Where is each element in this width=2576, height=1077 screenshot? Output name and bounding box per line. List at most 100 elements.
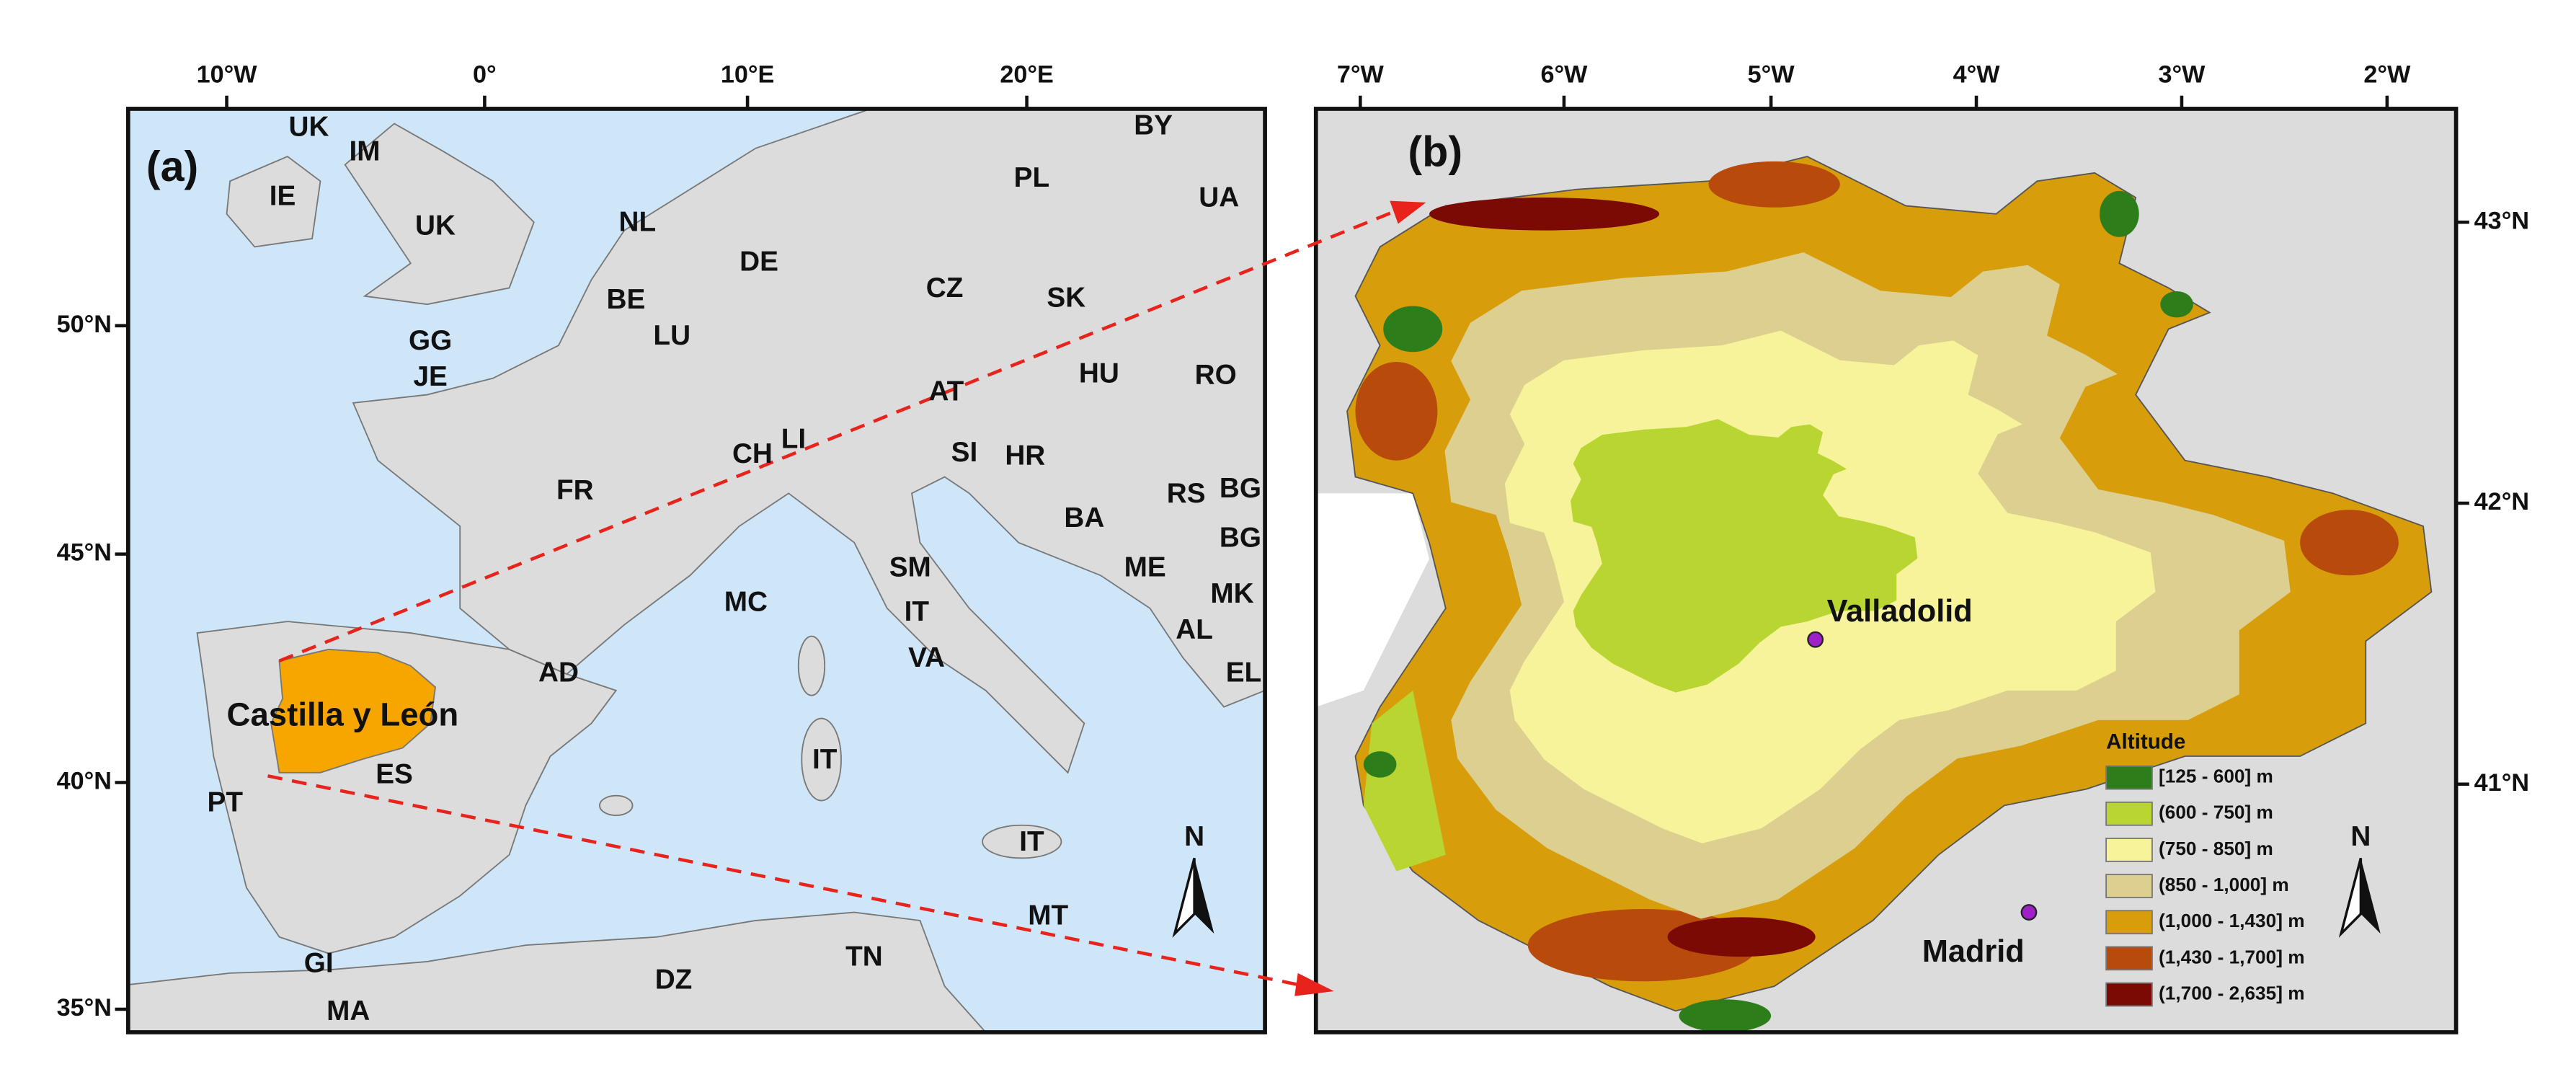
y-tick-label: 43°N	[2474, 207, 2529, 234]
country-code: IT	[812, 744, 838, 775]
country-code: ES	[376, 759, 413, 790]
region-label: Castilla y León	[227, 696, 459, 732]
legend-swatch	[2105, 910, 2153, 935]
country-code: RS	[1167, 478, 1206, 509]
country-code: CZ	[926, 272, 964, 303]
elevation-zone	[2160, 291, 2193, 318]
country-code: BY	[1134, 110, 1173, 141]
country-code: HR	[1005, 440, 1045, 471]
country-code: AL	[1176, 614, 1213, 645]
country-code: IM	[349, 136, 380, 167]
y-tick-label: 45°N	[57, 539, 112, 567]
country-code: MA	[327, 996, 370, 1027]
legend-swatch	[2105, 765, 2153, 790]
country-code: HU	[1079, 358, 1119, 389]
x-tick-label: 0°	[473, 61, 497, 88]
country-code: ME	[1124, 551, 1166, 582]
country-code: IT	[1019, 826, 1044, 857]
country-code: MT	[1028, 900, 1068, 931]
country-code: BG	[1220, 522, 1261, 553]
x-tick-label: 10°W	[197, 61, 258, 88]
country-code: PT	[208, 786, 244, 817]
country-code: GI	[304, 948, 334, 979]
legend-title: Altitude	[2106, 730, 2185, 754]
x-tick-label: 20°E	[1000, 61, 1054, 88]
relief	[1346, 156, 2433, 1032]
x-tick-label: 5°W	[1748, 61, 1795, 88]
country-code: BG	[1220, 473, 1261, 504]
y-tick-label: 42°N	[2474, 488, 2529, 515]
country-code: UA	[1199, 182, 1239, 213]
legend-label: (1,700 - 2,635] m	[2159, 982, 2304, 1003]
y-tick-label: 50°N	[57, 311, 112, 338]
frame-b	[1313, 107, 2459, 1034]
panel-label: (a)	[146, 142, 198, 190]
legend-label: [125 - 600] m	[2159, 766, 2273, 787]
elevation-zone	[1708, 161, 1840, 208]
frame-a	[125, 107, 1267, 1034]
country-code: LI	[781, 424, 806, 455]
city-label: Valladolid	[1827, 594, 1973, 629]
country-code: SM	[889, 551, 931, 582]
country-code: MK	[1210, 578, 1253, 609]
country-code: PL	[1014, 162, 1050, 193]
elevation-zone	[1571, 419, 1918, 693]
country-code: NL	[619, 207, 657, 238]
legend-swatch	[2105, 874, 2153, 898]
legend-swatch	[2105, 838, 2153, 862]
country-code: JE	[413, 361, 447, 392]
elevation-zone	[1355, 361, 1438, 461]
city-dot	[1807, 631, 1824, 648]
x-tick-label: 10°E	[721, 61, 775, 88]
legend-swatch	[2105, 801, 2153, 826]
x-tick-label: 6°W	[1540, 61, 1588, 88]
elevation-zone	[1429, 198, 1660, 231]
city-label: Madrid	[1922, 934, 2025, 969]
country-code: SK	[1047, 283, 1085, 314]
legend-swatch	[2105, 982, 2153, 1007]
legend-label: (850 - 1,000] m	[2159, 874, 2289, 895]
elevation-zone	[1363, 690, 1446, 872]
country-code: RO	[1195, 360, 1237, 391]
y-tick-label: 41°N	[2474, 769, 2529, 797]
arrowhead	[1390, 200, 1426, 224]
legend-label: (750 - 850] m	[2159, 838, 2273, 859]
map-a	[128, 108, 1266, 1032]
map-b	[1315, 108, 2456, 1032]
elevation-zone	[2300, 510, 2399, 576]
country-code: EL	[1226, 657, 1262, 688]
country-code: IE	[270, 180, 296, 211]
north-label: N	[2350, 821, 2371, 852]
elevation-zone	[1383, 306, 1443, 353]
country-code: BE	[607, 284, 646, 315]
country-code: TN	[845, 941, 883, 972]
panel-label: (b)	[1408, 127, 1462, 175]
connectors	[267, 209, 1398, 988]
city-dot	[2020, 904, 2038, 921]
country-code: FR	[556, 474, 594, 505]
country-code: DZ	[655, 965, 693, 996]
x-tick-label: 3°W	[2158, 61, 2206, 88]
legend-swatch	[2105, 946, 2153, 971]
elevation-zone	[1667, 917, 1816, 957]
castilla-y-leon-area	[270, 648, 436, 774]
y-tick-label: 35°N	[57, 994, 112, 1021]
country-code: UK	[289, 112, 329, 143]
country-code: AT	[929, 376, 964, 407]
x-tick-label: 7°W	[1337, 61, 1385, 88]
country-code: GG	[409, 325, 452, 356]
x-tick-label: 2°W	[2363, 61, 2411, 88]
labels: 10°W 0° 10°E 20°E 50°N 45°N 40°N 35°N 7°W 6°W 5°W 4…	[57, 61, 2529, 1026]
country-code: DE	[740, 246, 778, 277]
elevation-zone	[1679, 999, 1772, 1032]
country-code: CH	[732, 438, 773, 469]
north-label: N	[1184, 821, 1204, 852]
country-code: MC	[724, 586, 768, 617]
y-tick-label: 40°N	[57, 768, 112, 795]
sea	[1315, 493, 1430, 707]
elevation-zone	[2099, 190, 2139, 237]
legend-label: (1,430 - 1,700] m	[2159, 946, 2304, 967]
country-code: AD	[538, 657, 579, 688]
legend-label: (600 - 750] m	[2159, 802, 2273, 823]
